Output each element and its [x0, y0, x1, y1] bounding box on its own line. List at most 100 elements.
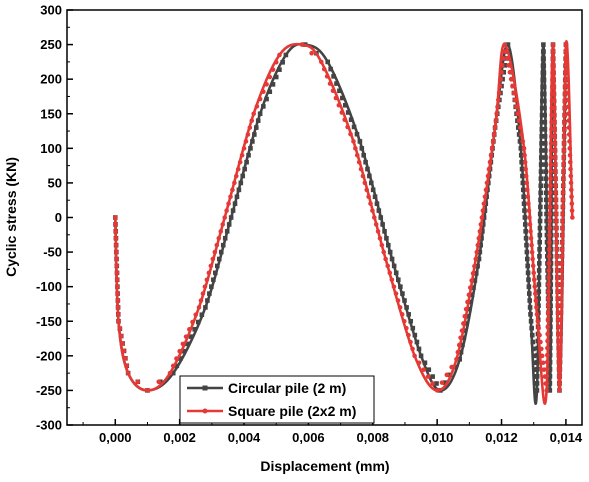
data-point	[541, 70, 547, 76]
data-point	[552, 162, 558, 167]
data-point	[241, 146, 247, 151]
data-point	[548, 141, 554, 146]
data-point	[544, 232, 550, 238]
data-point	[486, 166, 492, 172]
data-point	[554, 225, 559, 231]
data-point	[530, 263, 536, 269]
data-point	[368, 201, 373, 206]
data-point	[539, 353, 545, 359]
data-point	[114, 256, 119, 262]
data-point	[526, 201, 531, 206]
data-point	[552, 155, 558, 160]
data-point	[309, 50, 314, 56]
data-point	[487, 159, 493, 165]
data-point	[373, 222, 379, 227]
data-point	[226, 222, 232, 227]
data-point	[557, 366, 563, 372]
data-point	[538, 183, 544, 189]
data-point	[534, 388, 540, 393]
data-point	[516, 118, 522, 123]
data-point	[339, 110, 345, 115]
data-point	[542, 134, 548, 139]
data-point	[340, 95, 345, 101]
data-point	[255, 118, 261, 123]
data-point	[537, 211, 543, 217]
data-point	[543, 197, 549, 203]
data-point	[502, 63, 508, 68]
data-point	[257, 111, 263, 117]
data-point	[334, 81, 339, 86]
data-point	[408, 339, 413, 345]
data-point	[554, 218, 559, 224]
data-point	[536, 282, 542, 287]
data-point	[533, 291, 538, 296]
data-point	[277, 52, 282, 58]
data-point	[481, 201, 487, 206]
data-point	[558, 317, 564, 323]
data-point	[115, 305, 121, 310]
data-point	[421, 367, 426, 372]
data-point	[530, 339, 536, 345]
data-point	[558, 296, 564, 301]
data-point	[547, 352, 553, 358]
data-point	[502, 42, 508, 47]
data-point	[472, 278, 478, 283]
data-point	[561, 169, 566, 174]
data-point	[541, 42, 546, 47]
data-point	[551, 77, 556, 83]
y-tick-label: -50	[43, 245, 62, 260]
data-point	[234, 173, 239, 179]
data-point	[506, 63, 511, 68]
data-point	[529, 242, 534, 248]
data-point	[380, 222, 385, 227]
data-point	[550, 49, 556, 54]
data-point	[545, 317, 551, 323]
data-point	[525, 194, 531, 200]
data-point	[357, 139, 363, 144]
data-point	[517, 139, 523, 144]
data-point	[280, 60, 285, 65]
data-point	[546, 246, 552, 252]
data-point	[469, 278, 474, 283]
data-point	[551, 84, 557, 90]
data-point	[113, 242, 119, 248]
data-point	[402, 298, 407, 303]
data-point	[458, 349, 464, 355]
data-point	[222, 235, 228, 241]
data-point	[374, 201, 380, 206]
data-point	[464, 321, 469, 326]
data-point	[561, 155, 567, 160]
data-point	[569, 208, 575, 213]
data-point	[360, 173, 366, 179]
data-point	[216, 235, 222, 241]
data-point	[199, 312, 205, 318]
data-point	[543, 169, 549, 174]
data-point	[249, 118, 255, 123]
data-point	[425, 374, 431, 379]
data-point	[529, 325, 534, 331]
data-point	[546, 261, 552, 266]
data-point	[529, 332, 535, 338]
data-point	[353, 146, 358, 151]
data-point	[408, 318, 414, 324]
data-point	[230, 187, 235, 193]
data-point	[568, 173, 574, 179]
data-point	[538, 339, 543, 345]
data-point	[537, 261, 542, 266]
data-point	[361, 152, 366, 158]
data-point	[333, 95, 339, 101]
data-point	[551, 91, 557, 97]
data-point	[213, 270, 218, 276]
data-point	[463, 306, 469, 312]
data-point	[562, 126, 567, 132]
data-point	[546, 275, 551, 280]
data-point	[336, 102, 342, 108]
data-point	[345, 124, 350, 130]
legend-item-circular: Circular pile (2 m)	[187, 380, 346, 396]
data-point	[561, 134, 567, 139]
data-point	[178, 356, 183, 361]
data-point	[218, 249, 224, 255]
data-point	[537, 254, 542, 259]
data-point	[534, 305, 539, 310]
data-point	[551, 98, 557, 104]
